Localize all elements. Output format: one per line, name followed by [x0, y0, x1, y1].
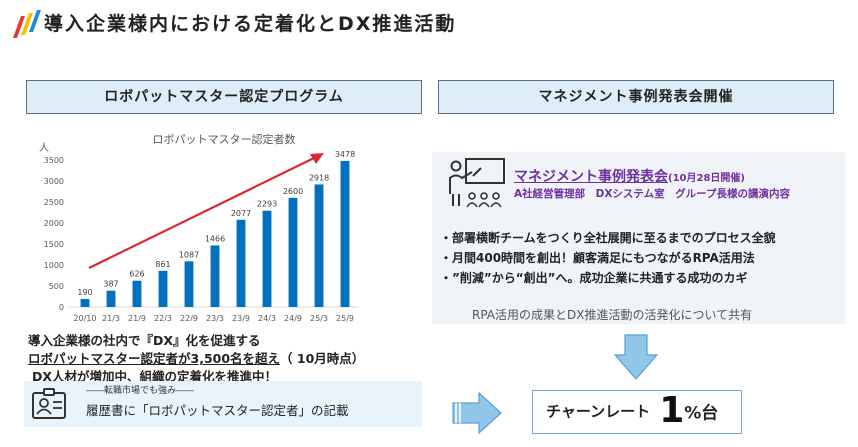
bar-value-label: 861: [155, 260, 170, 269]
x-axis-ticks: 20/10 21/3 21/9 22/3 22/9 23/3 23/9 24/3 24/9 25/…: [73, 314, 354, 323]
note-line-2-tail: （ 10月時点）: [280, 351, 365, 366]
bullet-item: ・部署横断チームをつくり全社展開に至るまでのプロセス全貌: [440, 231, 776, 245]
bar-value-label: 1087: [179, 250, 199, 259]
bar: [314, 184, 324, 307]
trend-arrow: [88, 153, 324, 269]
bar: [288, 197, 298, 307]
resume-small-caption: ――転職市場でも強み――: [86, 386, 195, 396]
bar-value-label: 3478: [335, 150, 355, 159]
presenter-icon: [449, 158, 505, 208]
bar: [158, 270, 168, 307]
event-title: マネジメント事例発表会: [514, 169, 668, 185]
bullet-item: ・”削減”から“創出”へ。成功企業に共通する成功のカギ: [440, 271, 748, 285]
bar: [210, 245, 220, 307]
bar: [184, 261, 194, 307]
bar: [106, 290, 116, 307]
brand-logo: [12, 10, 42, 38]
event-summary: RPA活用の成果とDX推進活動の活発化について共有: [472, 308, 753, 322]
bar-value-label: 2600: [283, 187, 303, 196]
y-tick-label: 3000: [44, 177, 64, 186]
churn-rate-value: 1: [659, 390, 685, 431]
x-tick-label: 20/10: [73, 314, 96, 323]
bar-value-labels: 190 387 626 861 1087 1466 2077 2293 2600 2918 3478: [77, 150, 355, 297]
x-tick-label: 23/9: [232, 314, 250, 323]
chart-y-unit: 人: [39, 142, 49, 154]
resume-main-text: 履歴書に「ロボパットマスター認定者」の記載: [86, 403, 349, 418]
bar: [262, 210, 272, 307]
x-tick-label: 22/3: [154, 314, 172, 323]
chart-title: ロボパットマスター認定者数: [153, 132, 296, 146]
x-tick-label: 25/3: [310, 314, 328, 323]
bar-value-label: 626: [129, 270, 144, 279]
note-line-2-main: ロボパットマスター認定者が3,500名を超え: [28, 351, 281, 366]
bar-value-label: 190: [77, 288, 92, 297]
bar: [132, 280, 142, 307]
y-tick-label: 500: [49, 282, 64, 291]
y-tick-label: 2500: [44, 198, 64, 207]
x-tick-label: 24/3: [258, 314, 276, 323]
churn-rate-label: チャーンレート: [546, 402, 651, 421]
right-arrow-icon: [452, 392, 502, 434]
event-date: (10月28日開催): [668, 173, 745, 184]
bar-value-label: 1466: [205, 234, 225, 243]
churn-rate-row: チャーンレート 1%台: [546, 390, 718, 432]
note-line-2: ロボパットマスター認定者が3,500名を超え（ 10月時点）: [28, 348, 364, 367]
x-tick-label: 22/9: [180, 314, 198, 323]
down-arrow-icon: [614, 334, 658, 380]
certified-count-chart: ロボパットマスター認定者数 人 0 500 1000 1500 2000 2500 3000…: [24, 124, 424, 330]
event-panel: [432, 152, 845, 324]
x-tick-label: 25/9: [336, 314, 354, 323]
bar: [236, 219, 246, 307]
y-tick-label: 3500: [44, 156, 64, 165]
x-tick-label: 21/9: [128, 314, 146, 323]
program-heading: ロボパットマスター認定プログラム: [26, 80, 422, 114]
event-speakers: A社経営管理部 DXシステム室 グループ長様の講演内容: [514, 188, 790, 200]
bullet-item: ・月間400時間を創出！顧客満足にもつながるRPA活用法: [440, 251, 755, 265]
x-tick-label: 21/3: [102, 314, 120, 323]
bar-value-label: 2293: [257, 200, 277, 209]
churn-rate-unit: %台: [684, 403, 719, 424]
note-line-1: 導入企業様の社内で『DX』化を促進する: [28, 333, 261, 348]
y-tick-label: 2000: [44, 219, 64, 228]
event-title-row: マネジメント事例発表会(10月28日開催): [514, 166, 745, 186]
resume-id-card-icon: [32, 388, 66, 419]
y-tick-label: 1500: [44, 240, 64, 249]
note-line-3: DX人材が増加中、組織の定着化を推進中！: [32, 369, 278, 384]
bar-value-label: 387: [103, 280, 118, 289]
x-tick-label: 23/3: [206, 314, 224, 323]
bar: [340, 160, 350, 307]
bar-value-label: 2918: [309, 173, 329, 182]
bars-group: [80, 160, 350, 307]
y-tick-label: 0: [59, 303, 64, 312]
resume-box: [24, 381, 422, 427]
page-title: 導入企業様内における定着化とDX推進活動: [44, 13, 457, 35]
y-tick-label: 1000: [44, 261, 64, 270]
y-axis-ticks: 0 500 1000 1500 2000 2500 3000 3500: [44, 156, 64, 312]
bar: [80, 299, 90, 307]
event-heading: マネジメント事例発表会開催: [438, 80, 834, 114]
bar-value-label: 2077: [231, 209, 251, 218]
x-tick-label: 24/9: [284, 314, 302, 323]
churn-rate-box: [532, 390, 742, 434]
